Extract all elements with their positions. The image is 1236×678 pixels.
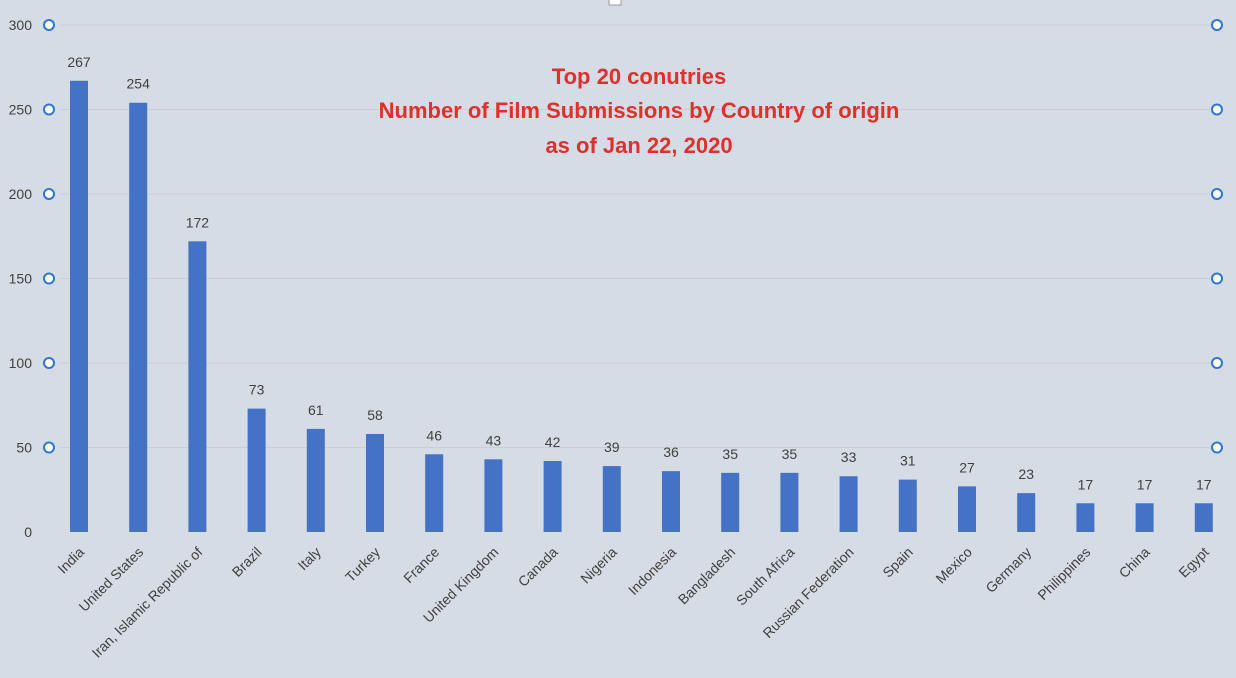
bar bbox=[543, 461, 562, 532]
data-label: 42 bbox=[545, 434, 561, 450]
bars bbox=[70, 80, 1213, 533]
chart-title: Top 20 conutries Number of Film Submissi… bbox=[379, 64, 900, 158]
data-label: 73 bbox=[249, 382, 265, 398]
category-label: Egypt bbox=[1175, 544, 1212, 581]
data-label: 43 bbox=[486, 432, 502, 448]
y-tick-label: 0 bbox=[24, 524, 32, 540]
data-label: 17 bbox=[1137, 476, 1153, 492]
y-axis-ticks: 0 50 100 150 200 250 300 bbox=[9, 17, 33, 540]
data-label: 35 bbox=[782, 446, 798, 462]
category-label: Turkey bbox=[342, 544, 383, 585]
data-label: 36 bbox=[663, 444, 679, 460]
bar bbox=[129, 102, 148, 533]
data-label: 17 bbox=[1078, 476, 1094, 492]
bar bbox=[662, 471, 680, 532]
category-label: Mexico bbox=[932, 544, 975, 587]
category-label: Bangladesh bbox=[675, 544, 739, 608]
chart-title-line-3: as of Jan 22, 2020 bbox=[545, 133, 732, 158]
category-label: Canada bbox=[515, 544, 561, 590]
resize-handle-left[interactable] bbox=[43, 103, 55, 116]
bar bbox=[1076, 503, 1095, 532]
data-label: 39 bbox=[604, 439, 620, 455]
chart-title-line-2: Number of Film Submissions by Country of… bbox=[379, 98, 900, 123]
category-label: Indonesia bbox=[625, 544, 679, 598]
data-label: 172 bbox=[186, 214, 210, 230]
bar bbox=[602, 466, 621, 532]
bar bbox=[247, 408, 266, 532]
resize-handle-left[interactable] bbox=[43, 188, 55, 200]
bar bbox=[306, 428, 325, 532]
resize-handle-right[interactable] bbox=[1211, 272, 1223, 285]
data-label: 33 bbox=[841, 449, 857, 465]
chart-title-line-1: Top 20 conutries bbox=[552, 64, 726, 89]
category-label: South Africa bbox=[733, 544, 798, 609]
category-label: Italy bbox=[294, 544, 323, 573]
category-label: Brazil bbox=[229, 544, 265, 580]
y-tick-label: 150 bbox=[9, 271, 33, 287]
data-label: 46 bbox=[426, 427, 442, 443]
resize-handle-left[interactable] bbox=[43, 272, 55, 285]
bar bbox=[958, 486, 976, 532]
data-label: 31 bbox=[900, 453, 916, 469]
resize-handle-left[interactable] bbox=[43, 441, 55, 454]
y-tick-label: 100 bbox=[9, 355, 33, 371]
data-label: 61 bbox=[308, 402, 324, 418]
resize-handle-left[interactable] bbox=[43, 19, 55, 31]
data-label: 35 bbox=[722, 446, 738, 462]
bar bbox=[839, 476, 858, 532]
bar bbox=[1194, 503, 1213, 532]
data-label: 23 bbox=[1018, 466, 1034, 482]
data-label: 267 bbox=[67, 54, 91, 70]
bar bbox=[898, 479, 917, 532]
gridlines bbox=[60, 24, 1210, 448]
resize-handle-right[interactable] bbox=[1211, 441, 1223, 454]
resize-handle-right[interactable] bbox=[1211, 188, 1223, 200]
resize-handle-right[interactable] bbox=[1211, 103, 1223, 116]
y-tick-label: 300 bbox=[9, 17, 33, 33]
bar bbox=[425, 454, 444, 532]
resize-handle-right[interactable] bbox=[1211, 19, 1223, 31]
data-label: 17 bbox=[1196, 476, 1212, 492]
category-label: Germany bbox=[982, 544, 1034, 596]
resize-handle-right[interactable] bbox=[1211, 357, 1223, 369]
bar bbox=[366, 433, 384, 532]
category-label: Spain bbox=[879, 544, 916, 581]
data-label: 27 bbox=[959, 459, 975, 475]
category-label: Nigeria bbox=[577, 544, 620, 587]
bar bbox=[721, 472, 740, 532]
data-label: 254 bbox=[127, 76, 151, 92]
data-label: 58 bbox=[367, 407, 383, 423]
data-labels: 267 254 172 73 61 58 46 43 42 39 36 35 35 33 31 27 23 17 1… bbox=[67, 54, 1212, 492]
bar bbox=[1017, 493, 1036, 532]
bar bbox=[188, 241, 207, 532]
y-tick-label: 250 bbox=[9, 102, 33, 118]
category-label: Iran, Islamic Republic of bbox=[89, 544, 206, 661]
resize-handle-top[interactable] bbox=[608, 0, 622, 6]
category-label: Philippines bbox=[1034, 544, 1093, 603]
resize-handle-left[interactable] bbox=[43, 357, 55, 369]
bar bbox=[780, 472, 799, 532]
selection-handles[interactable] bbox=[43, 0, 1223, 454]
bar bbox=[484, 459, 503, 532]
category-label: France bbox=[400, 544, 442, 586]
y-tick-label: 50 bbox=[16, 440, 32, 456]
bar bbox=[1135, 503, 1154, 532]
category-label: India bbox=[54, 544, 87, 577]
category-label: China bbox=[1116, 544, 1153, 581]
y-tick-label: 200 bbox=[9, 186, 33, 202]
bar bbox=[70, 80, 88, 533]
